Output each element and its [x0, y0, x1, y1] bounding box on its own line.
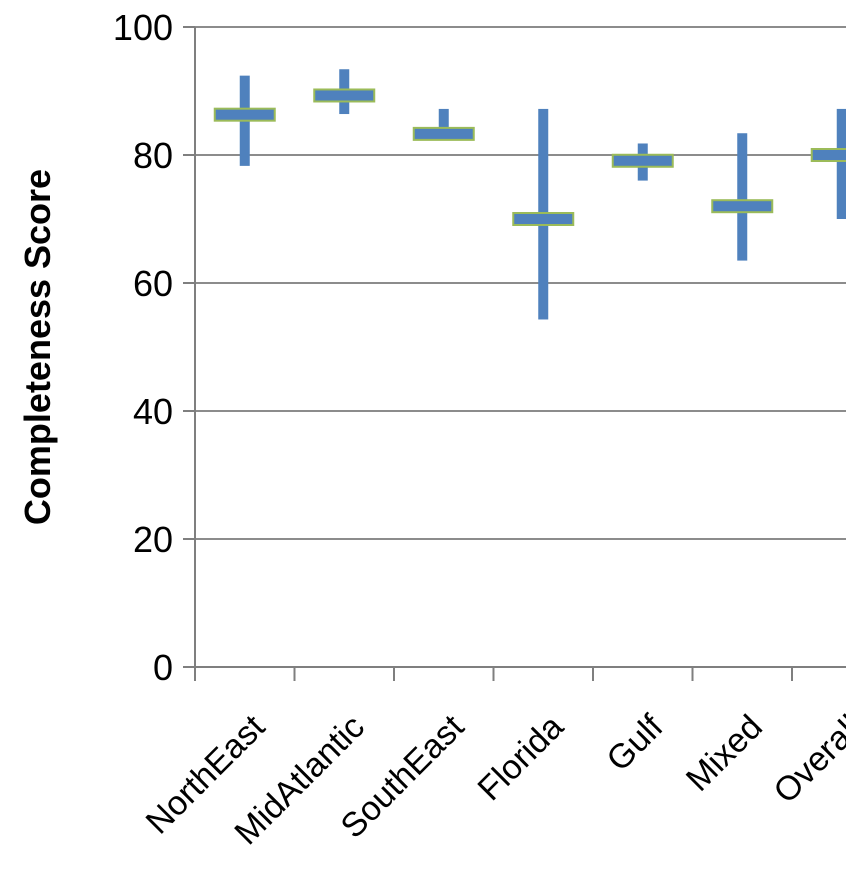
y-tick-label-0: 0 — [153, 647, 173, 688]
range-bar-overall — [836, 108, 846, 219]
y-axis-label: Completeness Score — [17, 169, 58, 525]
mean-marker-southeast — [412, 126, 475, 141]
range-bars — [239, 69, 846, 320]
x-tick-label-overall: Overall — [766, 708, 846, 811]
mean-marker-florida — [512, 212, 575, 226]
mean-marker-overall — [810, 148, 846, 162]
y-tick-labels: 0 20 40 60 80 100 — [113, 7, 173, 688]
mean-marker-gulf — [611, 153, 674, 168]
mean-marker-mixed — [711, 199, 774, 214]
y-tick-label-20: 20 — [133, 519, 173, 560]
gridlines — [195, 26, 846, 540]
y-tick-label-80: 80 — [133, 135, 173, 176]
range-bar-southeast — [438, 108, 449, 136]
x-tick-label-florida: Florida — [471, 708, 571, 808]
x-tick-label-gulf: Gulf — [599, 707, 670, 778]
mean-marker-northeast — [213, 107, 276, 122]
y-tick-label-40: 40 — [133, 391, 173, 432]
mean-markers — [213, 88, 846, 226]
mean-marker-midatlantic — [313, 88, 376, 103]
range-bar-mixed — [737, 133, 748, 261]
axes — [183, 26, 846, 681]
y-tick-label-60: 60 — [133, 263, 173, 304]
y-tick-label-100: 100 — [113, 7, 173, 48]
x-tick-label-mixed: Mixed — [679, 708, 770, 799]
